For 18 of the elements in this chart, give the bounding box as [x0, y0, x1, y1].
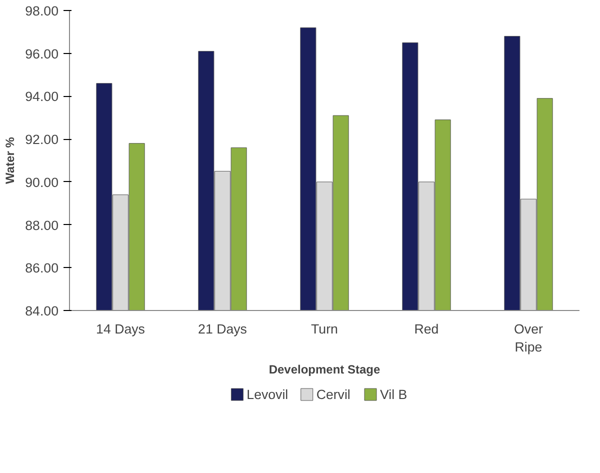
legend-label: Cervil	[316, 387, 350, 402]
y-tick-label: 98.00	[25, 4, 59, 18]
y-tick-label: 96.00	[25, 46, 59, 62]
legend-label: Levovil	[246, 387, 288, 402]
y-tick-label: 84.00	[25, 304, 59, 318]
y-tick-label: 94.00	[25, 89, 59, 104]
x-tick-label: Turn	[311, 322, 338, 336]
x-axis-title: Development Stage	[268, 362, 381, 376]
x-tick-label: 14 Days	[96, 322, 146, 336]
y-tick-label: 86.00	[25, 260, 59, 276]
y-tick-label: 88.00	[25, 218, 59, 233]
x-tick-label: Red	[414, 322, 439, 336]
y-tick-label: 90.00	[25, 174, 59, 190]
y-axis-title: Water %	[3, 136, 18, 184]
x-tick-label: Over Ripe	[514, 322, 544, 354]
legend-label: Vil B	[380, 387, 408, 402]
x-tick-label: 21 Days	[198, 322, 248, 336]
y-tick-label: 92.00	[25, 132, 59, 148]
